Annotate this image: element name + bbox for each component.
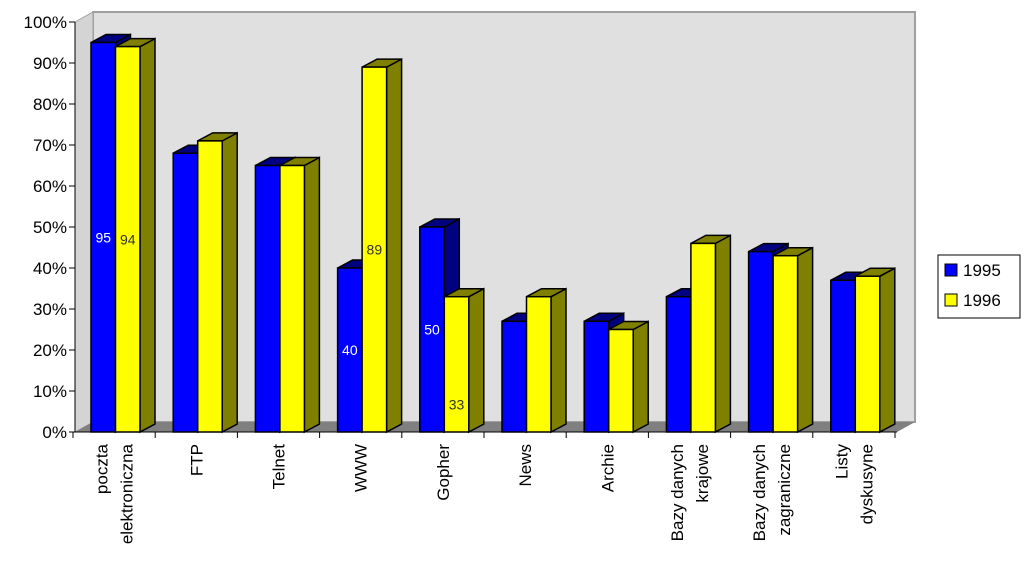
bar-front (254, 164, 281, 433)
bar-1996 (525, 287, 567, 434)
bar-side (632, 320, 649, 434)
bar-side (879, 266, 896, 434)
x-tick-label: krajowe (693, 444, 712, 503)
x-tick-label: dyskusyne (857, 444, 876, 524)
y-tick-label: 50% (33, 218, 67, 237)
bar-side (221, 131, 238, 434)
data-label: 89 (367, 242, 383, 258)
bar-front (583, 320, 610, 433)
bar-1996 (196, 131, 238, 434)
bar-1996 (854, 266, 896, 434)
bar-1996: 33 (443, 287, 485, 434)
bar-front (114, 45, 141, 433)
y-tick-label: 30% (33, 300, 67, 319)
x-axis: poczta elektroniczna FTP Telnet WWW Gopher New… (72, 431, 897, 544)
bar-side (714, 234, 732, 434)
x-tick-label: Listy (832, 444, 851, 479)
bar-side (796, 246, 814, 434)
bar-1996: 94 (114, 37, 156, 434)
y-tick-label: 40% (33, 259, 67, 278)
x-tick-label: poczta (93, 443, 112, 494)
bar-front (443, 295, 470, 433)
bar-1996: 89 (361, 57, 403, 434)
bar-front (525, 295, 552, 433)
bar-front (690, 242, 717, 433)
bar-front (830, 279, 857, 433)
data-label: 40 (342, 342, 358, 358)
bar-side (385, 57, 403, 434)
y-axis: 0% 10% 20% 30% 40% 50% 60% 70% 80% 90% 100% (24, 13, 76, 442)
data-label: 33 (449, 396, 465, 412)
bar-front (501, 320, 528, 433)
bar-front (172, 152, 199, 433)
bar-front (279, 164, 306, 433)
y-tick-label: 20% (33, 341, 67, 360)
bars: 95 94 40 89 50 33 (90, 33, 896, 434)
legend-label: 1996 (963, 291, 1001, 310)
bar-front (419, 226, 446, 433)
bar-1996 (607, 320, 649, 434)
y-tick-label: 100% (24, 13, 67, 32)
x-tick-label: News (516, 444, 535, 487)
bar-1996 (279, 156, 321, 434)
bar-front (90, 41, 117, 433)
x-tick-label: elektroniczna (118, 443, 137, 544)
y-tick-label: 90% (33, 54, 67, 73)
data-label: 95 (95, 229, 111, 245)
bar-side (139, 37, 156, 434)
bar-side (303, 156, 321, 434)
bar-front (336, 267, 363, 433)
bar-1996 (772, 246, 814, 434)
y-tick-label: 0% (42, 423, 67, 442)
bar-front (747, 250, 774, 433)
x-tick-label: Telnet (270, 444, 289, 490)
y-tick-label: 70% (33, 136, 67, 155)
x-tick-label: zagraniczne (775, 444, 794, 536)
y-tick-label: 60% (33, 177, 67, 196)
bar-front (854, 275, 881, 433)
legend-swatch (944, 293, 958, 307)
y-tick-label: 10% (33, 382, 67, 401)
x-tick-label: Gopher (434, 444, 453, 501)
y-tick-label: 80% (33, 95, 67, 114)
bar-front (772, 254, 799, 433)
bar-side (550, 287, 567, 434)
x-tick-label: FTP (187, 444, 206, 476)
bar-front (361, 66, 388, 433)
legend: 1995 1996 (937, 254, 1021, 319)
bar-front (665, 295, 692, 433)
x-tick-label: WWW (352, 444, 371, 492)
data-label: 94 (120, 231, 136, 247)
x-tick-label: Bazy danych (750, 444, 769, 541)
bar-front (607, 328, 634, 433)
bar-1996 (690, 234, 732, 434)
legend-label: 1995 (963, 261, 1001, 280)
bar-front (196, 140, 223, 433)
data-label: 50 (424, 322, 440, 338)
bar-side (468, 287, 485, 434)
x-tick-label: Bazy danych (668, 444, 687, 541)
x-tick-label: Archie (598, 444, 617, 492)
legend-swatch (944, 263, 958, 277)
